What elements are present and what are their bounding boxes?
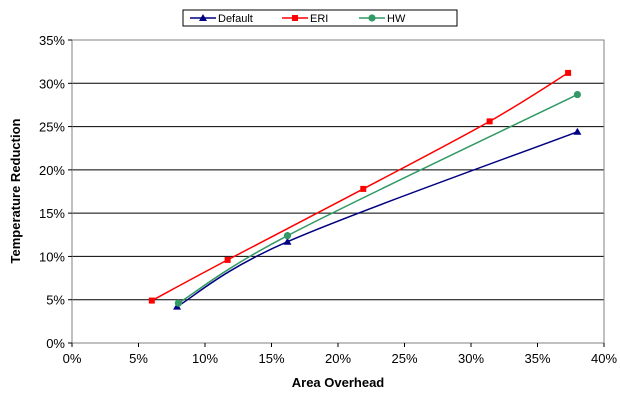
- y-tick-label: 0%: [46, 336, 65, 351]
- legend-marker-default: [199, 14, 207, 21]
- data-point-eri: [148, 297, 155, 304]
- data-point-hw: [573, 90, 582, 99]
- y-tick-label: 30%: [39, 76, 65, 91]
- gridlines: [72, 82, 604, 301]
- x-tick-label: 20%: [325, 351, 351, 366]
- y-tick-label: 35%: [39, 33, 65, 48]
- y-tick-label: 10%: [39, 249, 65, 264]
- data-point-hw: [283, 232, 292, 240]
- y-tick-label: 25%: [39, 120, 65, 135]
- y-tick-label: 15%: [39, 206, 65, 221]
- legend-item-eri: ERI: [282, 13, 328, 25]
- legend-label-hw: HW: [387, 13, 406, 25]
- x-tick-label: 25%: [391, 351, 417, 366]
- y-axis-ticks: 0% 5% 10% 15% 20% 25% 30% 35%: [39, 33, 72, 351]
- data-point-eri: [360, 185, 367, 192]
- y-tick-label: 5%: [46, 293, 65, 308]
- series-line-hw: [178, 93, 578, 304]
- data-point-eri: [565, 69, 572, 76]
- series-hw: [174, 90, 582, 307]
- series-default: [173, 127, 582, 310]
- series-group: [148, 69, 582, 310]
- x-tick-label: 0%: [63, 351, 82, 366]
- legend-label-default: Default: [218, 13, 253, 25]
- legend-item-default: Default: [190, 13, 253, 25]
- x-tick-label: 10%: [192, 351, 218, 366]
- x-tick-label: 5%: [129, 351, 148, 366]
- legend-item-hw: HW: [359, 13, 406, 25]
- data-point-hw: [174, 299, 182, 307]
- legend-marker-hw: [368, 14, 376, 22]
- series-line-default: [176, 131, 578, 308]
- series-line-eri: [151, 72, 569, 302]
- series-eri: [148, 69, 572, 304]
- data-point-default: [573, 127, 582, 135]
- legend-box: [182, 9, 458, 27]
- legend: Default ERI HW: [182, 9, 458, 27]
- x-tick-label: 40%: [591, 351, 617, 366]
- x-tick-label: 15%: [258, 351, 284, 366]
- legend-marker-eri: [292, 15, 298, 21]
- y-tick-label: 20%: [39, 163, 65, 178]
- x-tick-label: 30%: [458, 351, 484, 366]
- y-axis-title: Temperature Reduction: [8, 118, 23, 263]
- legend-label-eri: ERI: [310, 13, 328, 25]
- x-axis-ticks: 0% 5% 10% 15% 20% 25% 30% 35% 40%: [63, 343, 617, 366]
- x-axis-title: Area Overhead: [292, 375, 385, 390]
- plot-area-frame: [71, 39, 605, 344]
- data-point-eri: [224, 256, 231, 263]
- data-point-eri: [486, 118, 493, 125]
- x-tick-label: 35%: [524, 351, 550, 366]
- data-point-default: [283, 237, 292, 245]
